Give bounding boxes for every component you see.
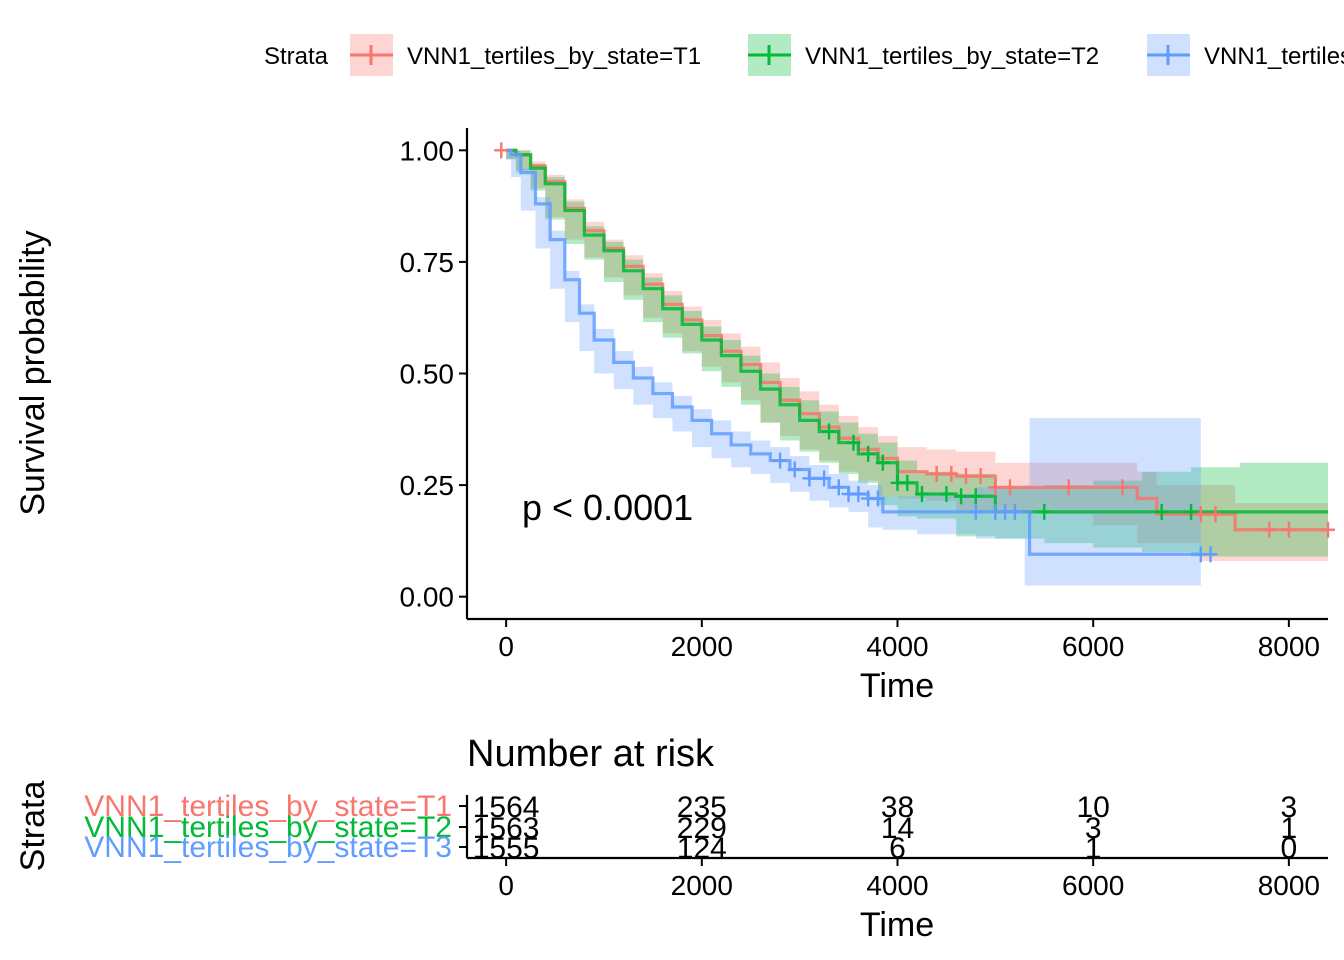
legend-label-t2: VNN1_tertiles_by_state=T2 xyxy=(805,43,1099,70)
risk-y-axis-label: Strata xyxy=(14,781,52,872)
y-tick-label-2: 0.50 xyxy=(400,359,455,390)
y-axis-label: Survival probability xyxy=(14,230,52,515)
risk-row-label-t3: VNN1_tertiles_by_state=T3 xyxy=(84,831,452,864)
risk-table-rows: VNN1_tertiles_by_state=T1 1564 235 38 10 3VNN… xyxy=(84,790,1297,865)
y-tick-label-4: 1.00 xyxy=(400,135,455,166)
survival-plot: 0.00 0.25 0.50 0.75 1.00 0 2000 4000 6000 8000 p… xyxy=(14,128,1335,705)
risk-x-tick-label-2: 4000 xyxy=(866,870,928,901)
x-axis-label: Time xyxy=(860,667,934,705)
legend-label-t1: VNN1_tertiles_by_state=T1 xyxy=(407,43,701,70)
legend-key-t2 xyxy=(748,34,791,76)
p-value-annotation: p < 0.0001 xyxy=(522,487,693,528)
risk-x-axis-label: Time xyxy=(860,906,934,944)
legend-title: Strata xyxy=(264,43,329,70)
legend-key-t1 xyxy=(350,34,393,76)
survival-figure: Strata VNN1_tertiles_by_state=T1 VNN1_te… xyxy=(0,0,1344,960)
x-tick-label-4: 8000 xyxy=(1258,631,1320,662)
risk-x-tick-label-3: 6000 xyxy=(1062,870,1124,901)
risk-x-tick-label-1: 2000 xyxy=(671,870,733,901)
risk-x-axis-ticks: 0 2000 4000 6000 8000 xyxy=(498,858,1320,901)
y-tick-label-3: 0.75 xyxy=(400,247,455,278)
risk-table-title: Number at risk xyxy=(467,733,715,775)
risk-x-tick-label-0: 0 xyxy=(498,870,514,901)
x-axis-ticks: 0 2000 4000 6000 8000 xyxy=(498,619,1320,662)
x-tick-label-2: 4000 xyxy=(866,631,928,662)
y-axis-ticks: 0.00 0.25 0.50 0.75 1.00 xyxy=(400,135,468,612)
risk-table: Number at risk VNN1_tertiles_by_state=T1… xyxy=(14,733,1328,944)
x-tick-label-1: 2000 xyxy=(671,631,733,662)
y-tick-label-0: 0.00 xyxy=(400,582,455,613)
y-tick-label-1: 0.25 xyxy=(400,470,455,501)
legend-label-t3: VNN1_tertiles_by_state=T3 xyxy=(1204,43,1344,70)
legend-key-t3 xyxy=(1147,34,1190,76)
risk-x-tick-label-4: 8000 xyxy=(1258,870,1320,901)
x-tick-label-3: 6000 xyxy=(1062,631,1124,662)
x-tick-label-0: 0 xyxy=(498,631,514,662)
legend: Strata VNN1_tertiles_by_state=T1 VNN1_te… xyxy=(264,34,1344,76)
